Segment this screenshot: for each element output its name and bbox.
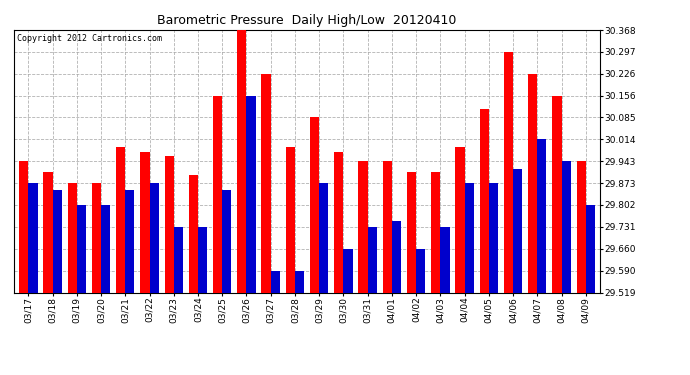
Bar bbox=[262, 74, 270, 292]
Bar bbox=[480, 108, 489, 292]
Bar bbox=[586, 205, 595, 292]
Bar bbox=[562, 161, 571, 292]
Text: Copyright 2012 Cartronics.com: Copyright 2012 Cartronics.com bbox=[17, 34, 161, 43]
Bar bbox=[295, 270, 304, 292]
Bar bbox=[504, 52, 513, 292]
Bar bbox=[416, 249, 425, 292]
Bar bbox=[344, 249, 353, 292]
Bar bbox=[28, 183, 37, 292]
Bar bbox=[310, 117, 319, 292]
Bar bbox=[538, 140, 546, 292]
Bar bbox=[334, 152, 344, 292]
Bar bbox=[489, 183, 498, 292]
Bar bbox=[174, 227, 183, 292]
Bar bbox=[407, 172, 416, 292]
Bar bbox=[431, 172, 440, 292]
Bar bbox=[52, 190, 62, 292]
Bar bbox=[101, 205, 110, 292]
Bar bbox=[440, 227, 450, 292]
Bar bbox=[150, 183, 159, 292]
Bar bbox=[246, 96, 256, 292]
Bar bbox=[237, 30, 246, 292]
Bar bbox=[92, 183, 101, 292]
Bar bbox=[552, 96, 562, 292]
Bar bbox=[189, 175, 198, 292]
Bar bbox=[68, 183, 77, 292]
Bar bbox=[43, 172, 52, 292]
Bar bbox=[286, 147, 295, 292]
Bar bbox=[222, 190, 231, 292]
Bar bbox=[392, 221, 401, 292]
Bar bbox=[198, 227, 207, 292]
Bar bbox=[270, 270, 280, 292]
Bar bbox=[577, 161, 586, 292]
Bar bbox=[455, 147, 464, 292]
Bar bbox=[140, 152, 150, 292]
Bar bbox=[213, 96, 222, 292]
Bar bbox=[77, 205, 86, 292]
Bar bbox=[464, 183, 474, 292]
Title: Barometric Pressure  Daily High/Low  20120410: Barometric Pressure Daily High/Low 20120… bbox=[157, 15, 457, 27]
Bar bbox=[368, 227, 377, 292]
Bar bbox=[358, 161, 368, 292]
Bar bbox=[319, 183, 328, 292]
Bar bbox=[383, 161, 392, 292]
Bar bbox=[19, 161, 28, 292]
Bar bbox=[116, 147, 126, 292]
Bar bbox=[126, 190, 135, 292]
Bar bbox=[513, 168, 522, 292]
Bar bbox=[164, 156, 174, 292]
Bar bbox=[528, 74, 538, 292]
